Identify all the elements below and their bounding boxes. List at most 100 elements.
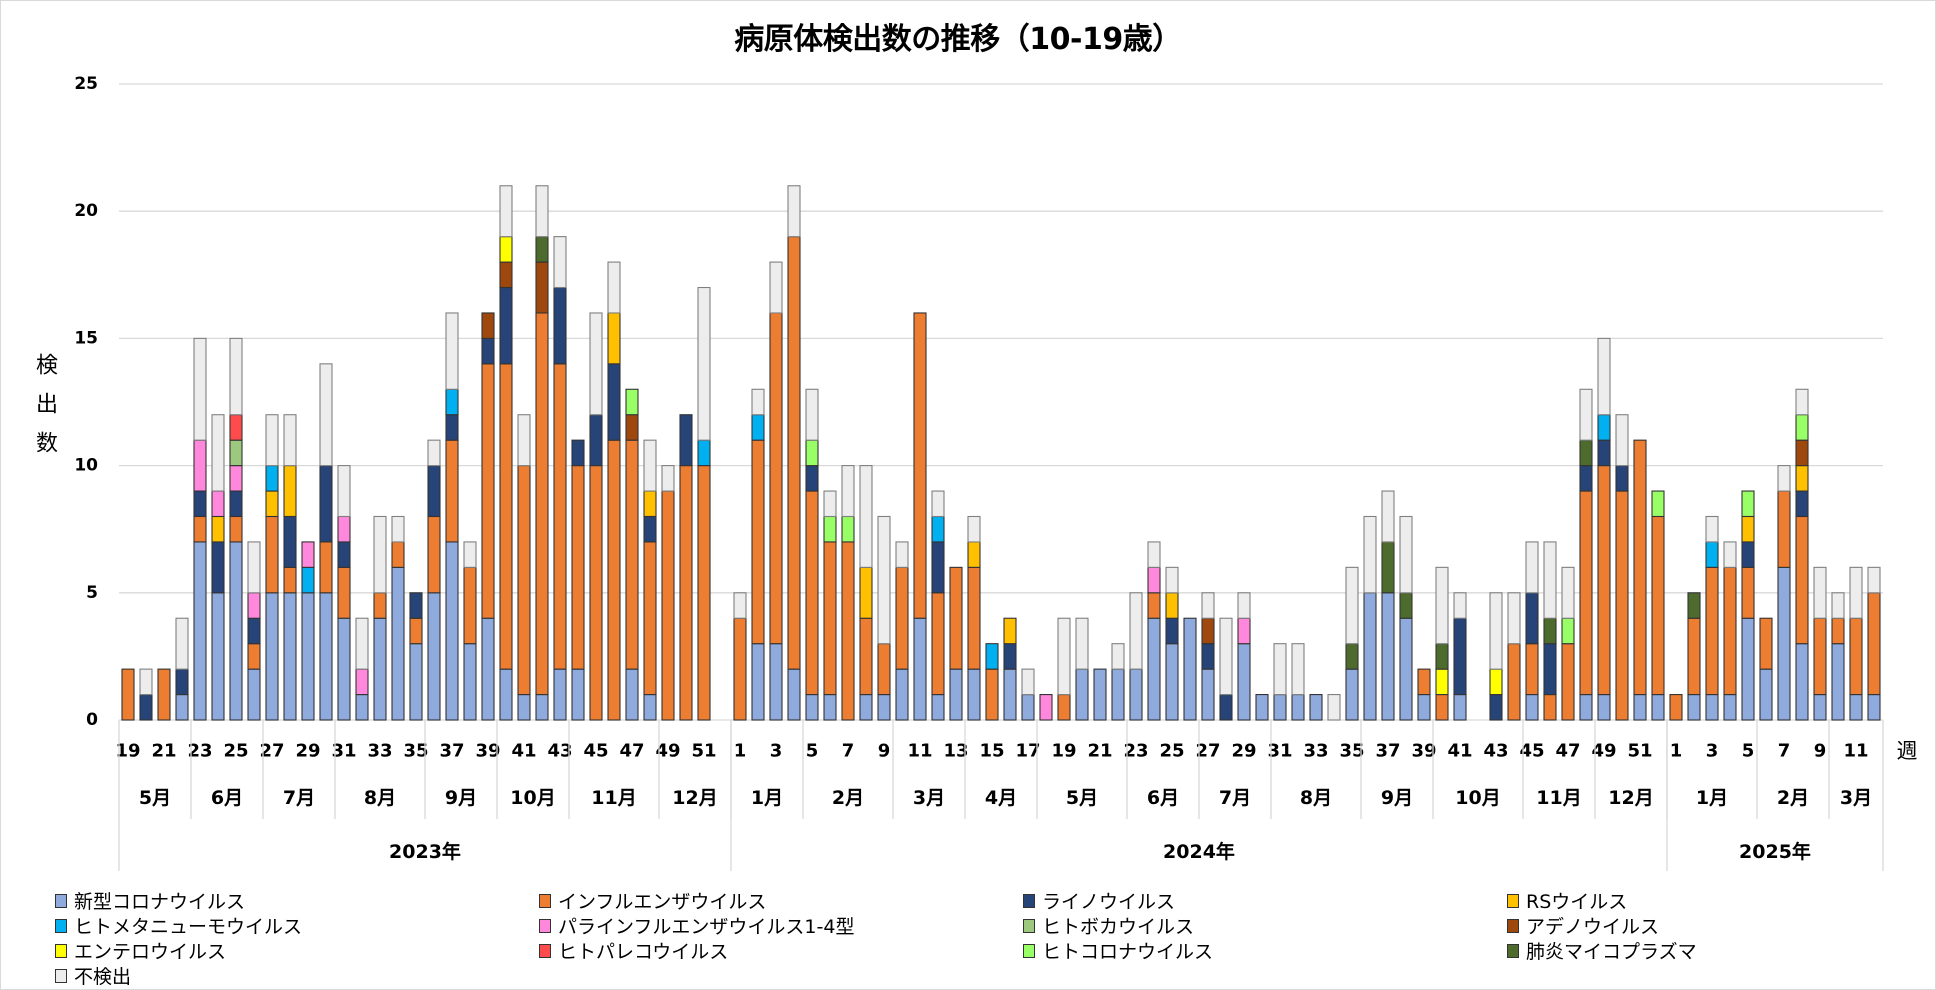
bar-segment-not-detected [1021,668,1035,696]
month-label: 7月 [1219,787,1251,809]
bar-segment-influenza [787,236,801,670]
bar-segment-not-detected [355,617,369,670]
bar-segment-not-detected [463,541,477,568]
bar-segment-not-detected [211,414,225,492]
bar-segment-not-detected [229,337,243,416]
bar-segment-influenza [517,465,531,696]
bar-segment-not-detected [517,414,531,467]
bar-segment-rsv [1795,465,1809,492]
bar-segment-influenza [319,541,333,594]
bar-segment-influenza [1561,643,1575,721]
month-label: 3月 [1840,787,1872,809]
bar-week [1849,566,1863,721]
bar-segment-covid [1525,694,1539,721]
bar-segment-covid [553,668,567,721]
bar-segment-influenza [157,668,171,721]
bar-segment-covid [445,541,459,721]
bar-week [823,490,837,721]
bar-week [1345,566,1359,721]
bar-segment-not-detected [787,185,801,238]
bar-segment-not-detected [247,541,261,594]
bar-week [1777,465,1791,721]
bar-segment-rsv [1003,617,1017,645]
bar-segment-covid [427,592,441,721]
bar-segment-mycoplasma [1579,439,1593,467]
bar-segment-rhino [481,337,495,365]
bar-segment-not-detected [1219,617,1233,696]
bar-week [1219,617,1233,721]
bar-week [1183,617,1197,721]
bar-segment-covid [319,592,333,721]
bar-week [1363,515,1377,721]
y-axis: 0 5 10 15 20 25 [74,74,98,730]
bar-week [481,312,495,721]
legend-swatch-icon [55,893,67,908]
bar-segment-covid [1867,694,1881,721]
bar-segment-not-detected [1453,592,1467,619]
bar-segment-influenza [607,439,621,721]
bar-segment-covid [823,694,837,721]
legend-label: エンテロウイルス [74,941,227,963]
bar-segment-covid [1831,643,1845,721]
x-tick-label: 29 [1231,741,1256,762]
x-tick-label: 27 [1195,741,1220,762]
x-tick-label: 31 [331,741,356,762]
bar-segment-not-detected [1489,592,1503,670]
x-tick-label: 45 [583,741,608,762]
bar-week [625,388,639,721]
bar-segment-not-detected [1147,541,1161,568]
bar-segment-covid [895,668,909,721]
bar-segment-influenza [1417,668,1431,696]
x-tick-label: 37 [1375,741,1400,762]
month-label: 11月 [1536,787,1581,809]
bar-week [1579,388,1593,721]
bar-segment-influenza [373,592,387,619]
bar-segment-not-detected [1561,566,1575,619]
bar-week [391,515,405,721]
bar-week [1741,490,1755,721]
bar-segment-influenza [337,566,351,619]
bar-segment-covid [1363,592,1377,721]
bar-segment-influenza [1579,490,1593,696]
bar-segment-covid [1111,668,1125,721]
bar-segment-not-detected [175,617,189,670]
bar-segment-covid [1849,694,1863,721]
bar-week [427,439,441,721]
bar-segment-parainfluenza [301,541,315,568]
bar-segment-rsv [859,566,873,619]
bar-segment-covid [283,592,297,721]
bar-segment-covid [1777,566,1791,721]
bar-week [1867,566,1881,721]
bar-segment-not-detected [805,388,819,441]
bar-segment-human-coronavirus [1741,490,1755,518]
bar-segment-not-detected [967,515,981,543]
month-label: 1月 [751,787,783,809]
bar-week [1669,694,1683,721]
legend-item: ライノウイルス [1023,888,1507,913]
bar-segment-influenza [409,617,423,645]
bar-week [1633,439,1647,721]
bar-segment-covid [1633,694,1647,721]
bar-segment-not-detected [1705,515,1719,543]
bar-segment-covid [211,592,225,721]
bar-segment-influenza [427,515,441,594]
bar-week [787,185,801,721]
bar-segment-influenza [1669,694,1683,721]
bar-week [877,515,891,721]
bar-week [1453,592,1467,721]
bar-segment-not-detected [1849,566,1863,619]
bar-segment-not-detected [1525,541,1539,594]
bar-segment-covid [1597,694,1611,721]
bar-segment-influenza [391,541,405,568]
bar-segment-covid [1381,592,1395,721]
bar-segment-rsv [265,490,279,518]
bar-segment-not-detected [1399,515,1413,594]
bar-segment-parechovirus [229,414,243,441]
bar-week [607,261,621,721]
bar-segment-not-detected [391,515,405,543]
bar-segment-parainfluenza [229,465,243,492]
x-tick-label: 43 [1483,741,1508,762]
bar-week [967,515,981,721]
bar-segment-influenza [661,490,675,721]
bar-segment-covid [1651,694,1665,721]
